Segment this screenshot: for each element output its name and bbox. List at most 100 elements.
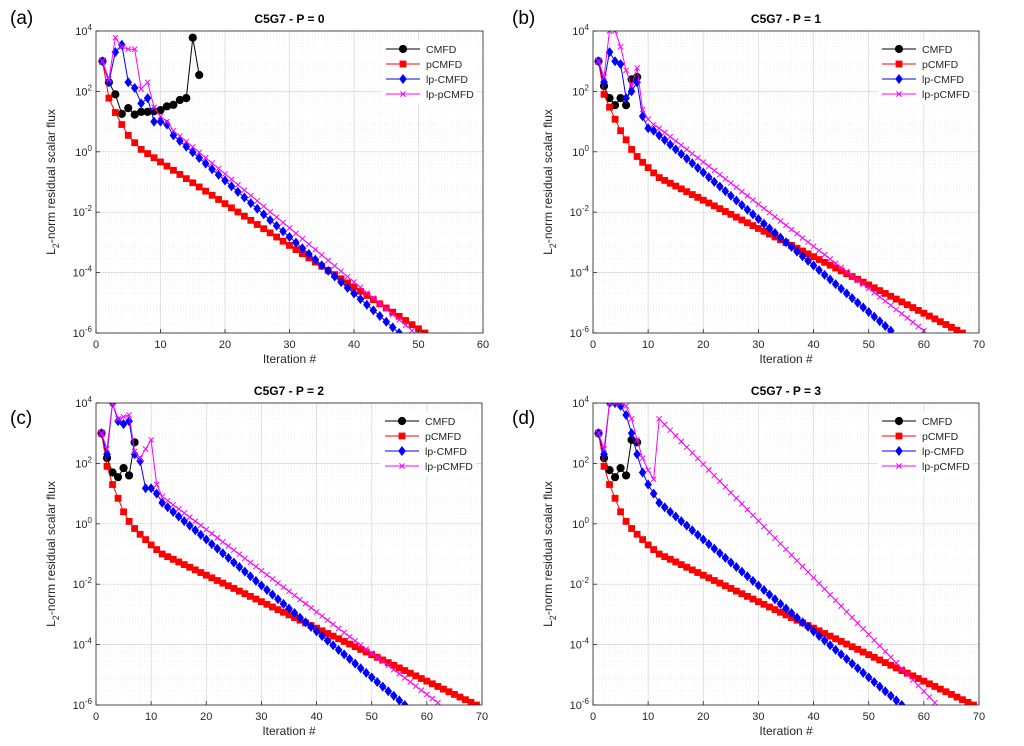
marker-diamond [660, 502, 669, 513]
marker-square [445, 688, 453, 696]
marker-diamond [351, 658, 359, 669]
marker-x [926, 693, 933, 700]
marker-square [948, 691, 955, 698]
y-tick-label: 102 [572, 455, 589, 470]
marker-diamond [221, 175, 229, 186]
marker-square [810, 253, 817, 261]
marker-square [412, 672, 420, 680]
marker-x [192, 518, 199, 525]
marker-square [837, 638, 845, 645]
marker-square [953, 326, 961, 333]
marker-square [694, 193, 702, 201]
marker-diamond [616, 59, 625, 70]
marker-diamond [362, 667, 370, 678]
marker-x [286, 224, 293, 231]
marker-square [142, 536, 150, 543]
marker-x [183, 138, 190, 145]
marker-square [755, 598, 762, 606]
marker-diamond [382, 316, 391, 327]
marker-diamond [246, 571, 255, 582]
marker-x [711, 167, 718, 174]
marker-square [727, 210, 735, 218]
marker-x [634, 436, 641, 443]
marker-x [595, 58, 602, 65]
y-tick-label: 100 [75, 516, 92, 531]
marker-x [612, 31, 619, 34]
marker-diamond [311, 254, 320, 265]
marker-square [153, 546, 161, 553]
marker-diamond [837, 649, 845, 660]
marker-square [898, 667, 906, 674]
panel-letter-a: (a) [10, 8, 34, 29]
marker-x [738, 188, 745, 195]
marker-circle [397, 416, 407, 426]
marker-x [783, 222, 789, 229]
marker-x [898, 665, 905, 672]
marker-diamond [727, 557, 735, 568]
marker-circle [119, 463, 128, 473]
x-tick-label: 0 [93, 711, 99, 723]
y-tick-label: 104 [572, 23, 589, 38]
marker-square [224, 582, 232, 590]
marker-square [163, 162, 171, 170]
marker-square [363, 292, 371, 299]
marker-square [843, 640, 851, 648]
x-tick-label: 10 [145, 711, 157, 723]
x-tick-label: 60 [918, 339, 930, 351]
marker-square [164, 553, 172, 561]
legend-box [877, 40, 973, 104]
y-tick-label: 102 [75, 83, 92, 98]
marker-x [142, 446, 149, 452]
marker-diamond [710, 176, 719, 187]
marker-x [286, 588, 292, 595]
marker-x [230, 547, 237, 554]
marker-square [694, 569, 702, 576]
marker-square [782, 611, 790, 619]
marker-square [628, 146, 635, 153]
marker-square [639, 158, 647, 166]
panel-letter-b: (b) [512, 8, 536, 29]
marker-diamond [859, 667, 867, 678]
marker-square [931, 315, 939, 323]
series-lp-pcmfd [99, 34, 416, 333]
marker-square [870, 653, 878, 661]
marker-x [170, 127, 177, 134]
marker-x [711, 472, 718, 479]
marker-square [837, 267, 845, 275]
marker-diamond [307, 621, 315, 632]
marker-x [153, 481, 160, 488]
marker-diamond [298, 243, 307, 254]
marker-x [749, 512, 756, 519]
marker-x [931, 699, 938, 705]
marker-square [909, 304, 917, 311]
marker-diamond [253, 203, 262, 214]
marker-diamond [182, 141, 191, 152]
marker-diamond [350, 288, 358, 299]
marker-x [148, 436, 155, 443]
plot-area [594, 403, 977, 705]
marker-x [164, 497, 171, 504]
marker-square [280, 608, 287, 616]
marker-x [656, 415, 663, 422]
marker-circle [113, 473, 123, 482]
marker-square [395, 312, 403, 320]
marker-diamond [605, 47, 614, 58]
marker-diamond [340, 649, 348, 660]
marker-diamond [682, 520, 691, 531]
marker-square [157, 158, 164, 166]
marker-diamond [185, 520, 194, 531]
marker-diamond [765, 223, 774, 234]
marker-x [860, 281, 867, 288]
marker-diamond [660, 135, 669, 146]
marker-diamond [898, 700, 906, 705]
marker-diamond [252, 575, 260, 586]
x-tick-label: 50 [863, 711, 875, 723]
marker-diamond [848, 293, 856, 304]
marker-x [379, 658, 386, 665]
marker-x [170, 501, 177, 508]
marker-square [666, 179, 674, 187]
marker-x [118, 43, 125, 50]
legend-box [877, 412, 973, 476]
marker-square [451, 691, 458, 698]
marker-square [600, 90, 608, 98]
